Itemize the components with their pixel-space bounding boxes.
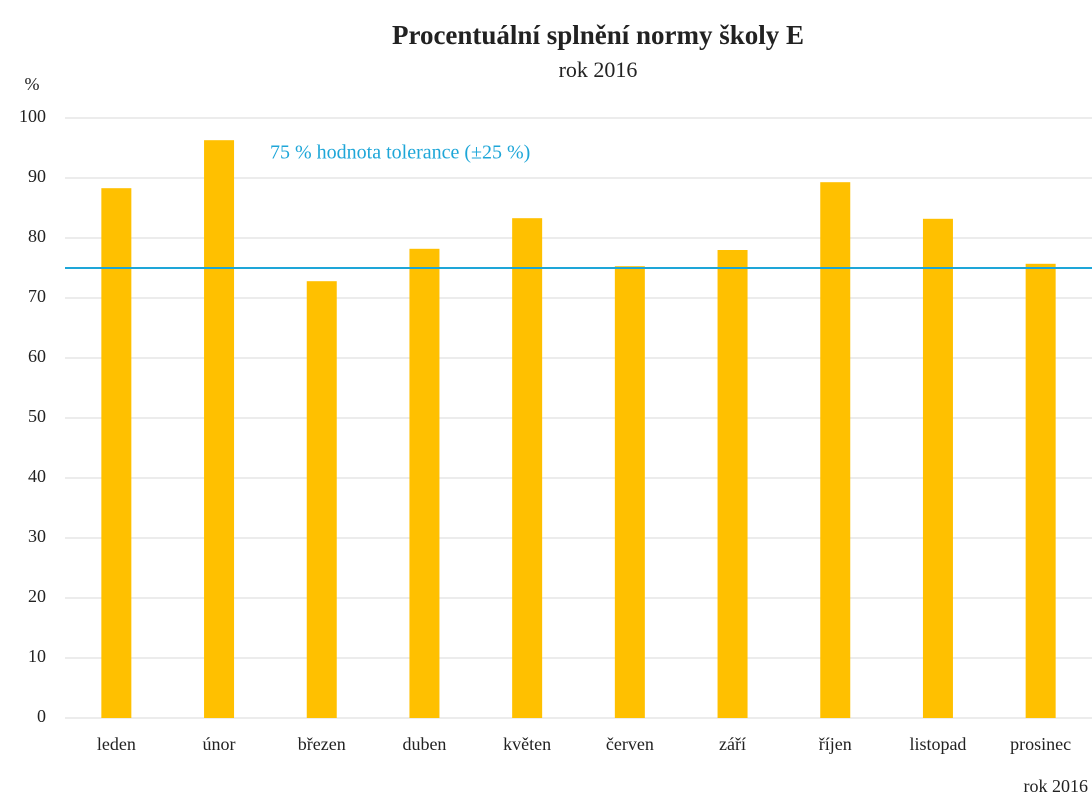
y-axis-label: %: [25, 74, 40, 94]
x-tick-label: duben: [402, 734, 446, 754]
x-tick-label: říjen: [819, 734, 852, 754]
y-tick-label: 10: [28, 646, 46, 666]
y-tick-label: 60: [28, 346, 46, 366]
reference-label: 75 % hodnota tolerance (±25 %): [270, 142, 530, 164]
y-tick-label: 70: [28, 286, 46, 306]
x-axis-label: rok 2016: [1024, 776, 1089, 796]
y-tick-label: 20: [28, 586, 46, 606]
x-tick-label: březen: [298, 734, 346, 754]
x-tick-label: červen: [606, 734, 654, 754]
bar: [204, 140, 235, 718]
bar: [820, 182, 851, 718]
x-tick-label: listopad: [909, 734, 966, 754]
bar: [614, 266, 645, 718]
chart-subtitle: rok 2016: [559, 57, 638, 82]
y-tick-label: 50: [28, 406, 46, 426]
bar: [922, 218, 953, 719]
chart-title: Procentuální splnění normy školy E: [392, 20, 804, 50]
bar: [1025, 263, 1056, 718]
bar: [101, 188, 132, 718]
y-tick-label: 40: [28, 466, 46, 486]
x-tick-label: únor: [203, 734, 236, 754]
y-tick-label: 90: [28, 166, 46, 186]
bar: [512, 218, 543, 718]
y-tick-label: 100: [19, 106, 46, 126]
bar: [717, 250, 748, 718]
y-tick-label: 30: [28, 526, 46, 546]
y-tick-label: 0: [37, 706, 46, 726]
x-tick-label: leden: [97, 734, 136, 754]
x-tick-label: prosinec: [1010, 734, 1071, 754]
y-tick-label: 80: [28, 226, 46, 246]
x-tick-label: květen: [503, 734, 551, 754]
bar: [306, 281, 337, 718]
x-tick-label: září: [719, 734, 746, 754]
bar: [409, 248, 440, 719]
